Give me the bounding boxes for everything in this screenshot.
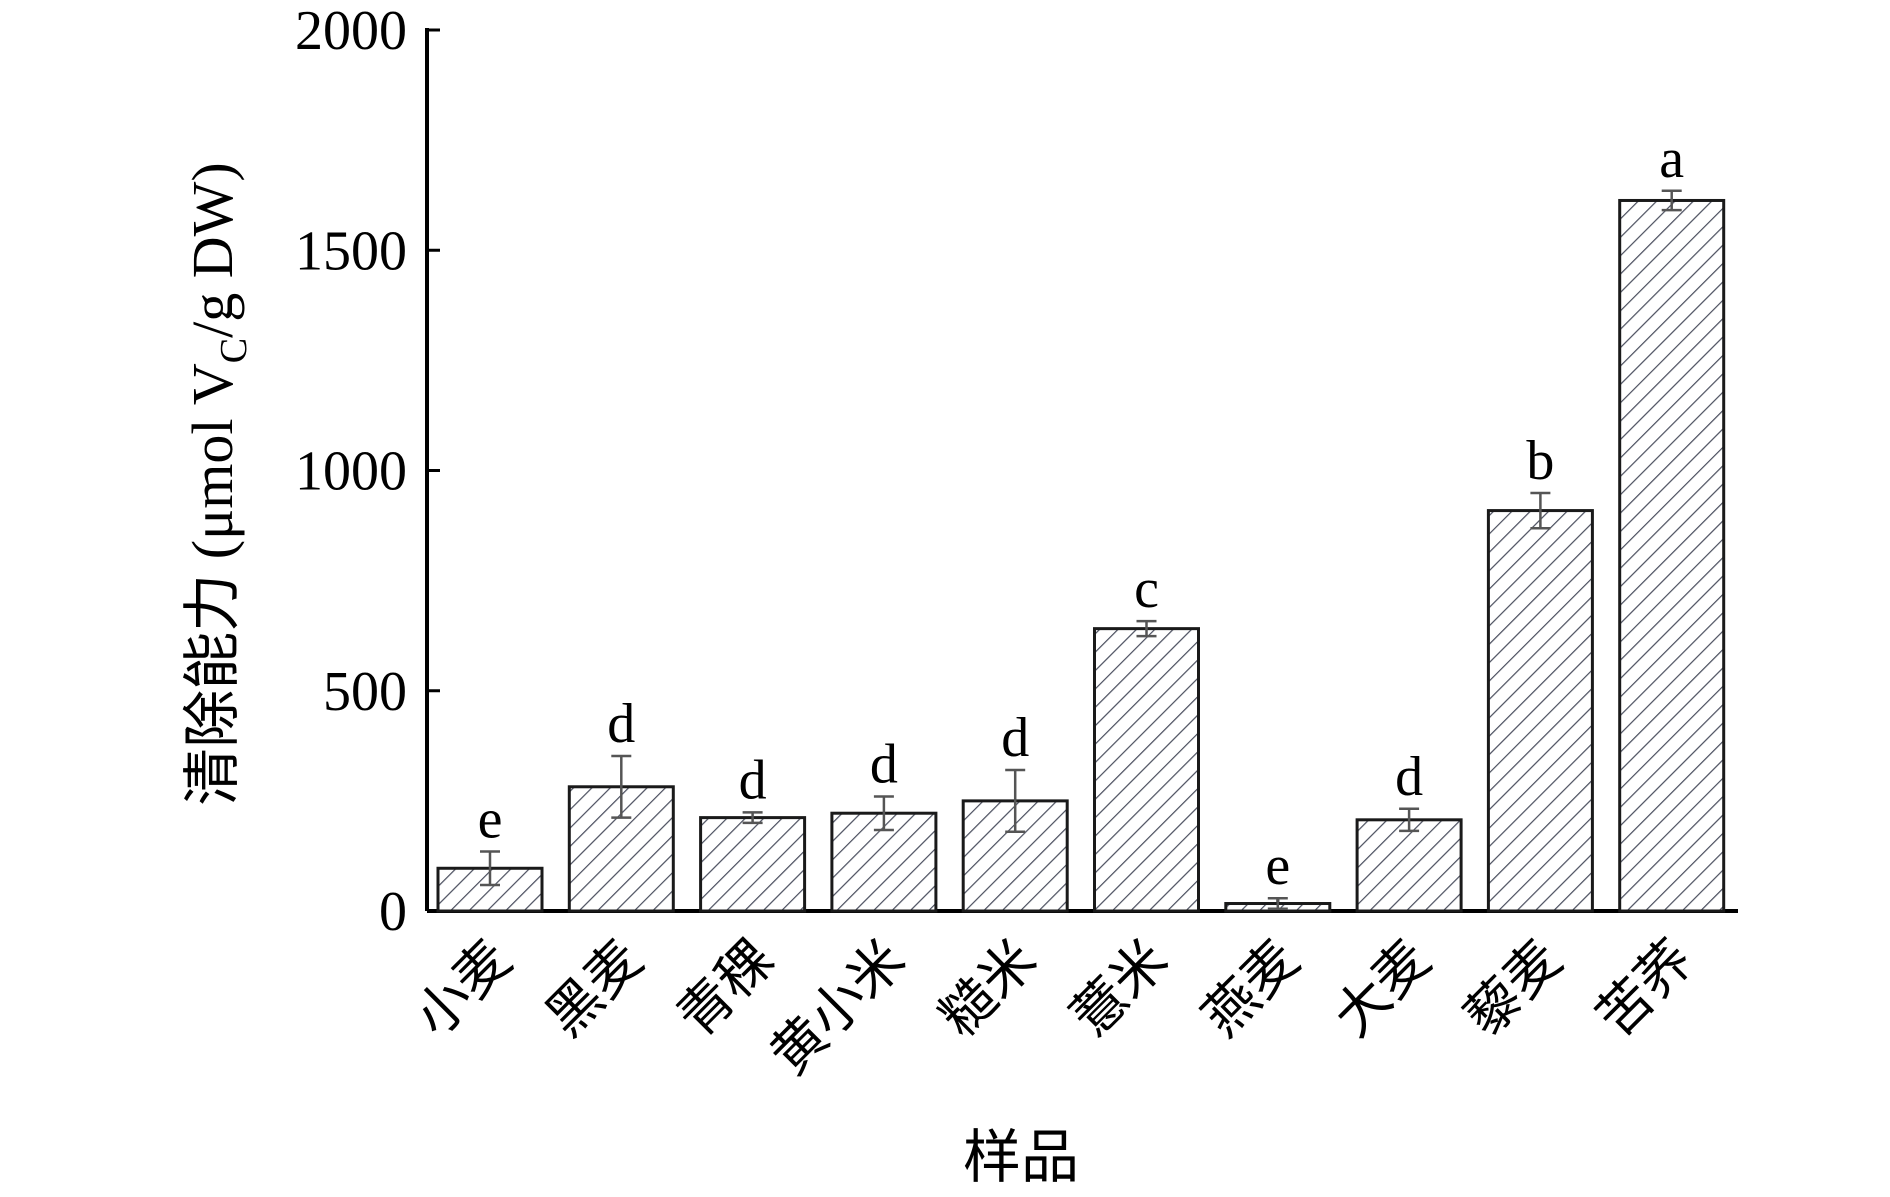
x-axis-title: 样品 xyxy=(963,1125,1079,1190)
y-axis-title-main: 清除能力 (μmol V xyxy=(180,363,245,806)
y-axis-title-unit: /g DW) xyxy=(180,162,245,338)
significance-letter: a xyxy=(1659,128,1684,190)
category-label: 青稞 xyxy=(665,928,786,1049)
significance-letter: d xyxy=(739,749,767,811)
significance-letter: d xyxy=(1395,746,1423,808)
bar xyxy=(699,816,807,913)
y-tick-label: 1500 xyxy=(295,220,407,282)
y-axis-title-subscript: C xyxy=(213,338,255,363)
error-bars-group xyxy=(480,189,1682,911)
significance-letter: b xyxy=(1526,430,1554,492)
category-label: 燕麦 xyxy=(1190,928,1311,1049)
significance-letters-group: e d d d d c e d b a xyxy=(478,128,1685,897)
category-label: 大麦 xyxy=(1321,928,1442,1049)
category-label: 糙米 xyxy=(927,928,1048,1049)
y-tick-label: 0 xyxy=(379,881,407,943)
bar xyxy=(567,785,675,913)
significance-letter: d xyxy=(870,733,898,795)
category-label: 苦荞 xyxy=(1584,928,1705,1049)
category-label: 黄小米 xyxy=(758,928,917,1087)
y-axis: 0 500 1000 1500 2000 xyxy=(295,0,440,943)
y-tick-label: 2000 xyxy=(295,0,407,62)
y-axis-title: 清除能力 (μmol VC/g DW) xyxy=(180,162,255,805)
bar xyxy=(1093,627,1200,913)
category-label: 黑麦 xyxy=(534,928,655,1049)
category-label: 小麦 xyxy=(402,928,523,1049)
significance-letter: d xyxy=(1001,707,1029,769)
y-tick-label: 500 xyxy=(323,661,407,723)
bar xyxy=(1355,818,1463,913)
significance-letter: c xyxy=(1134,558,1159,620)
category-label: 薏米 xyxy=(1059,928,1180,1049)
category-label: 藜麦 xyxy=(1453,928,1574,1049)
bars-group xyxy=(436,198,1726,913)
bar xyxy=(1618,198,1726,913)
significance-letter: e xyxy=(1265,835,1290,897)
y-tick-label: 1000 xyxy=(295,441,407,503)
significance-letter: e xyxy=(478,789,503,851)
significance-letter: d xyxy=(607,693,635,755)
bar xyxy=(1486,509,1594,913)
